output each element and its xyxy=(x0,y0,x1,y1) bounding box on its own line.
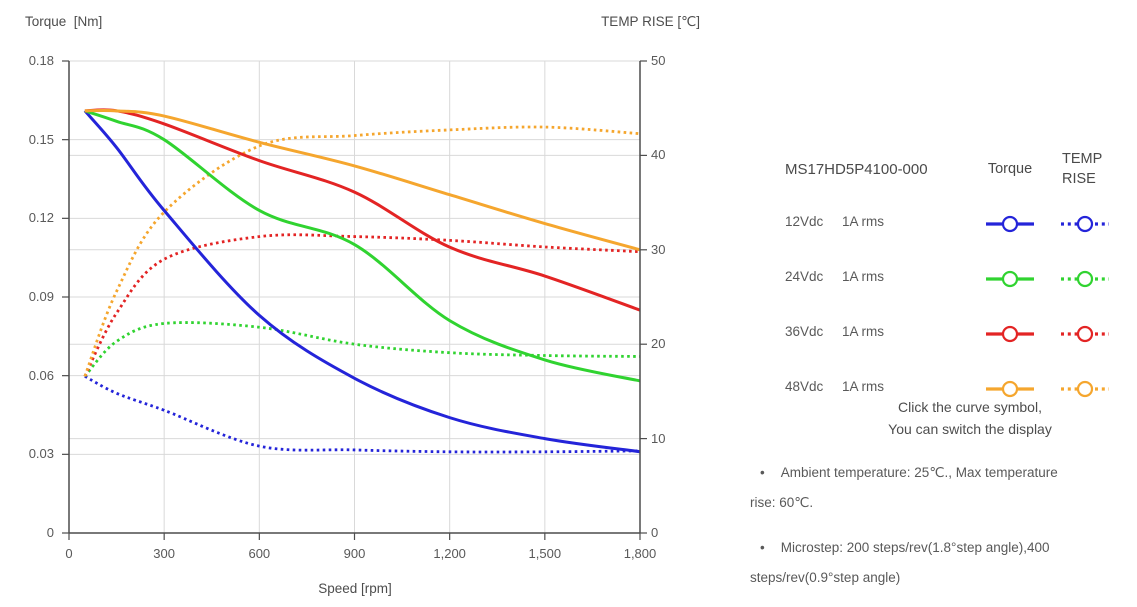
legend-current-label: 1A rms xyxy=(842,214,885,229)
y-left-tick-label: 0.15 xyxy=(28,131,54,147)
y-left-tick-label: 0.03 xyxy=(28,446,54,462)
curve-temp-48vdc xyxy=(83,125,641,377)
y-right-tick-label: 10 xyxy=(651,430,666,446)
x-tick-label: 900 xyxy=(343,546,366,561)
curve-torque-24vdc xyxy=(84,109,641,383)
legend-panel: MS17HD5P4100-000 Torque TEMP RISE 12Vdc … xyxy=(750,0,1137,607)
legend-temp-symbol-12vdc[interactable] xyxy=(1059,213,1111,235)
y-left-tick-label: 0.06 xyxy=(28,367,54,383)
x-axis-title: Speed [rpm] xyxy=(318,581,392,596)
legend-torque-column-header: Torque xyxy=(987,161,1033,177)
y-left-tick-label: 0.12 xyxy=(28,210,54,226)
legend-voltage-label: 36Vdc xyxy=(785,324,824,339)
bullet-icon: • xyxy=(760,540,765,555)
legend-torque-symbol-36vdc[interactable] xyxy=(984,323,1036,345)
left-axis-title: Torque [Nm] xyxy=(25,14,103,29)
legend-voltage-label: 48Vdc xyxy=(785,379,824,394)
legend-current-label: 1A rms xyxy=(842,379,885,394)
legend-current-label: 1A rms xyxy=(842,324,885,339)
legend-hint: Click the curve symbol, You can switch t… xyxy=(805,396,1135,440)
right-axis-title: TEMP RISE [℃] xyxy=(601,14,700,29)
legend-hint-line1: Click the curve symbol, xyxy=(898,399,1042,415)
x-tick-label: 600 xyxy=(248,546,271,561)
x-tick-label: 0 xyxy=(65,546,73,561)
legend-row-36vdc: 36Vdc 1A rms xyxy=(750,322,1137,348)
x-tick-label: 1,500 xyxy=(528,546,562,561)
legend-hint-line2: You can switch the display xyxy=(888,421,1052,437)
legend-temp-symbol-36vdc[interactable] xyxy=(1059,323,1111,345)
legend-torque-symbol-48vdc[interactable] xyxy=(984,378,1036,400)
legend-row-24vdc: 24Vdc 1A rms xyxy=(750,267,1137,293)
legend-row-48vdc: 48Vdc 1A rms xyxy=(750,377,1137,403)
legend-row-12vdc: 12Vdc 1A rms xyxy=(750,212,1137,238)
note-microstep: • Microstep: 200 steps/rev(1.8°step angle… xyxy=(750,533,1068,593)
plot-svg xyxy=(62,60,647,540)
y-left-tick-label: 0.18 xyxy=(28,53,54,68)
legend-temp-symbol-48vdc[interactable] xyxy=(1059,378,1111,400)
bullet-icon: • xyxy=(760,465,765,480)
y-right-tick-label: 30 xyxy=(651,241,666,257)
y-right-tick-label: 50 xyxy=(651,53,666,68)
y-right-tick-label: 0 xyxy=(651,525,659,540)
legend-voltage-label: 12Vdc xyxy=(785,214,824,229)
note-text: Ambient temperature: 25℃., Max temperatu… xyxy=(750,465,1058,510)
curve-temp-24vdc xyxy=(83,321,641,378)
curve-torque-48vdc xyxy=(84,108,641,252)
legend-temp-symbol-24vdc[interactable] xyxy=(1059,268,1111,290)
x-tick-label: 1,200 xyxy=(433,546,466,561)
y-right-tick-label: 40 xyxy=(651,147,666,163)
note-ambient-temperature: • Ambient temperature: 25℃., Max temperat… xyxy=(750,458,1068,518)
curve-temp-12vdc xyxy=(84,375,641,454)
legend-current-label: 1A rms xyxy=(842,269,885,284)
curve-torque-12vdc xyxy=(83,109,641,454)
curve-torque-36vdc xyxy=(84,108,641,312)
x-tick-label: 300 xyxy=(153,546,175,561)
x-tick-label: 1,800 xyxy=(623,546,657,561)
legend-voltage-label: 24Vdc xyxy=(785,269,824,284)
y-right-tick-label: 20 xyxy=(651,336,666,352)
legend-model-name: MS17HD5P4100-000 xyxy=(785,161,928,178)
y-left-tick-label: 0.09 xyxy=(28,289,54,304)
legend-torque-symbol-12vdc[interactable] xyxy=(984,213,1036,235)
note-text: Microstep: 200 steps/rev(1.8°step angle)… xyxy=(750,540,1050,585)
legend-torque-symbol-24vdc[interactable] xyxy=(984,268,1036,290)
legend-temp-rise-column-header: TEMP RISE xyxy=(1062,151,1103,187)
y-left-tick-label: 0 xyxy=(46,525,54,540)
